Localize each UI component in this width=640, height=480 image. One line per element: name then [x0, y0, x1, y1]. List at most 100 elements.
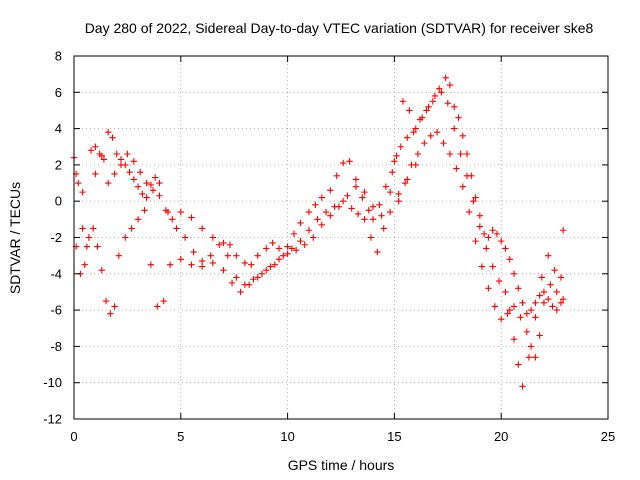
data-point	[406, 107, 413, 114]
data-point	[147, 261, 155, 268]
data-point	[515, 361, 522, 368]
data-point	[423, 107, 430, 114]
data-point	[431, 92, 439, 100]
data-point	[519, 299, 526, 307]
data-point	[290, 230, 298, 238]
data-point	[241, 259, 249, 267]
data-point	[412, 125, 419, 132]
data-point	[104, 179, 112, 187]
data-point	[547, 281, 554, 288]
data-point	[220, 266, 227, 274]
data-point	[367, 234, 375, 241]
data-point	[483, 245, 490, 252]
series-track-a	[70, 129, 396, 268]
data-point	[333, 172, 340, 179]
data-point	[149, 187, 157, 194]
x-tick-label: 0	[70, 429, 77, 444]
data-point	[154, 303, 161, 310]
data-point	[493, 230, 501, 238]
data-point	[359, 194, 366, 201]
data-point	[470, 198, 477, 205]
data-point	[352, 183, 360, 190]
x-tick-label: 20	[494, 429, 508, 444]
data-point	[369, 203, 377, 210]
data-point	[465, 208, 473, 216]
y-tick-label: 6	[55, 85, 62, 100]
data-point	[429, 98, 437, 105]
data-point	[446, 81, 454, 89]
data-point	[386, 208, 394, 216]
data-point	[263, 245, 270, 252]
data-point	[156, 192, 163, 199]
data-point	[472, 194, 479, 201]
data-point	[399, 98, 407, 105]
y-tick-label: -2	[50, 230, 62, 245]
data-point	[440, 139, 447, 147]
data-point	[322, 208, 330, 216]
data-point	[177, 256, 184, 263]
data-point	[559, 296, 567, 303]
data-point	[463, 172, 471, 179]
data-point	[485, 285, 492, 292]
data-point	[361, 188, 368, 196]
data-point	[532, 314, 539, 321]
data-point	[275, 256, 283, 263]
data-point	[557, 274, 565, 281]
data-point	[418, 114, 426, 121]
data-point	[312, 201, 319, 209]
data-point	[489, 227, 496, 234]
data-point	[553, 288, 560, 296]
data-point	[216, 241, 223, 248]
data-point	[318, 221, 325, 228]
data-point	[352, 176, 360, 183]
data-point	[463, 150, 471, 158]
data-point	[209, 234, 217, 241]
data-point	[151, 174, 159, 181]
data-point	[369, 216, 377, 223]
series-track-f	[412, 89, 565, 390]
data-point	[523, 310, 531, 317]
data-point	[536, 332, 543, 339]
data-point	[510, 335, 518, 343]
data-point	[143, 194, 150, 201]
data-point	[540, 299, 548, 307]
data-point	[495, 277, 503, 285]
data-point	[160, 297, 167, 305]
data-point	[207, 252, 214, 259]
data-point	[85, 234, 93, 241]
data-point	[250, 276, 257, 283]
data-point	[130, 176, 138, 183]
y-tick-label: 2	[55, 157, 62, 172]
data-point	[389, 168, 396, 176]
data-point	[107, 310, 114, 317]
data-point	[128, 225, 135, 232]
data-point	[305, 227, 313, 234]
data-point	[177, 208, 184, 216]
data-point	[271, 261, 278, 268]
y-tick-label: -12	[43, 412, 62, 427]
data-point	[198, 225, 206, 232]
data-point	[130, 158, 138, 165]
data-point	[224, 252, 231, 259]
data-point	[504, 310, 511, 317]
y-tick-label: -8	[50, 339, 62, 354]
data-point	[414, 150, 422, 158]
data-point	[527, 343, 535, 350]
x-tick-label: 5	[177, 429, 184, 444]
data-point	[553, 306, 560, 314]
data-point	[100, 156, 108, 163]
data-point	[254, 274, 261, 281]
data-point	[401, 179, 409, 187]
data-point	[489, 263, 496, 270]
data-point	[164, 208, 172, 216]
data-point	[536, 292, 543, 299]
data-point	[90, 225, 97, 232]
data-point	[109, 134, 116, 141]
data-point	[410, 129, 417, 136]
data-point	[544, 252, 552, 259]
data-point	[102, 297, 110, 305]
y-tick-label: 0	[55, 194, 62, 209]
data-point	[395, 198, 402, 205]
data-point	[198, 257, 206, 265]
data-point	[491, 303, 498, 310]
